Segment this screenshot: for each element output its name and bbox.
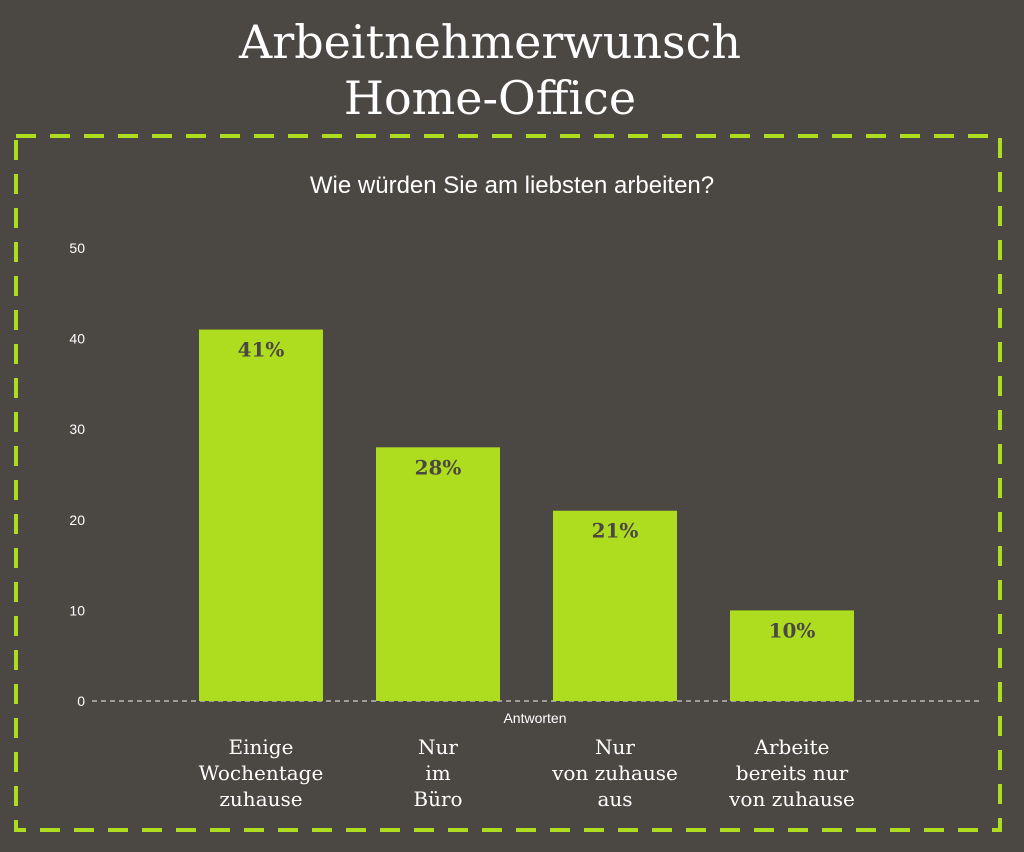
x-axis-label: Antworten — [503, 710, 566, 726]
y-tick-label: 10 — [69, 602, 85, 618]
bar — [730, 610, 854, 701]
category-label: Nur von zuhause aus — [525, 734, 705, 812]
category-label-line: Einige — [228, 735, 294, 759]
bar-value-label: 28% — [415, 455, 462, 479]
category-label-line: Nur — [595, 735, 635, 759]
bar — [376, 447, 500, 701]
category-label-line: Arbeite — [754, 735, 830, 759]
chart-title: Wie würden Sie am liebsten arbeiten? — [310, 172, 714, 199]
category-label-line: von zuhause — [729, 787, 855, 811]
bar — [553, 510, 677, 701]
category-label-line: im — [425, 761, 451, 785]
category-label-line: Wochentage — [198, 761, 324, 785]
category-label: Einige Wochentage zuhause — [171, 734, 351, 812]
y-tick-label: 40 — [69, 331, 85, 347]
category-label: Nur im Büro — [348, 734, 528, 812]
category-label-line: von zuhause — [552, 761, 678, 785]
main-title-line-1: Arbeitnehmerwunsch — [238, 15, 741, 69]
category-label-line: aus — [597, 787, 633, 811]
y-tick-label: 30 — [69, 421, 85, 437]
category-label-line: zuhause — [219, 787, 303, 811]
y-tick-label: 20 — [69, 512, 85, 528]
category-label-line: Büro — [413, 787, 463, 811]
category-label: Arbeite bereits nur von zuhause — [702, 734, 882, 812]
category-label-line: Nur — [418, 735, 458, 759]
y-tick-label: 0 — [77, 693, 85, 709]
bar-value-label: 41% — [238, 338, 285, 362]
bars — [199, 329, 854, 701]
bar-value-labels: 41% 28% 21% 10% — [238, 338, 816, 643]
bar — [199, 329, 323, 701]
main-title-line-2: Home-Office — [343, 71, 637, 125]
y-tick-label: 50 — [69, 240, 85, 256]
category-label-line: bereits nur — [735, 761, 849, 785]
dashed-frame — [14, 134, 1002, 832]
bar-value-label: 21% — [592, 519, 639, 543]
y-axis: 0 10 20 30 40 50 — [69, 240, 85, 709]
main-title: Arbeitnehmerwunsch Home-Office — [0, 14, 980, 126]
bar-value-label: 10% — [769, 618, 816, 642]
